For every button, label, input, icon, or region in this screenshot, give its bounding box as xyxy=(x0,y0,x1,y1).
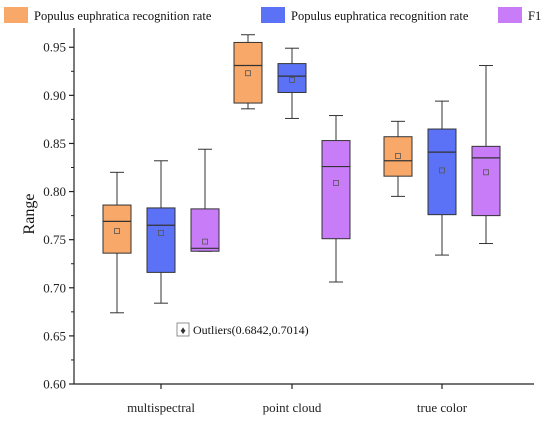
box-1-2 xyxy=(321,115,351,283)
x-tick-label: multispectral xyxy=(127,400,195,415)
box-0-2 xyxy=(190,148,220,252)
box-iqr xyxy=(427,128,457,216)
box-0-1 xyxy=(146,160,176,304)
box-1-1 xyxy=(277,47,307,119)
box-2-0 xyxy=(383,120,413,197)
box-iqr xyxy=(146,207,176,273)
legend-item: Populus euphratica recognition rate xyxy=(261,7,469,23)
legend-label: Populus euphratica recognition rate xyxy=(291,9,469,23)
box-2-2 xyxy=(471,65,501,245)
outlier-annotation: ♦ Outliers(0.6842,0.7014) xyxy=(176,322,309,337)
legend: Populus euphratica recognition rate Popul… xyxy=(4,7,541,23)
legend-item: Populus euphratica recognition rate xyxy=(4,7,212,23)
box-1-0 xyxy=(233,34,263,110)
y-ticks: 0.60 0.65 0.70 0.75 0.80 0.85 0.90 0.95 xyxy=(43,40,74,392)
mean-marker xyxy=(333,180,339,186)
box-iqr xyxy=(321,140,351,240)
legend-item: F1 xyxy=(498,7,541,23)
y-tick-label: 0.80 xyxy=(43,184,66,199)
mean-marker xyxy=(202,238,208,245)
legend-swatch xyxy=(498,7,522,23)
mean-marker xyxy=(158,230,164,236)
box-iqr xyxy=(383,136,413,177)
box-2-1 xyxy=(427,100,457,256)
box-iqr xyxy=(102,204,132,254)
y-axis-title: Range xyxy=(21,194,38,235)
x-tick-label: true color xyxy=(417,400,468,415)
mean-marker xyxy=(245,70,251,77)
y-tick-label: 0.70 xyxy=(43,280,66,295)
box-iqr xyxy=(277,63,307,93)
y-tick-label: 0.65 xyxy=(43,328,66,343)
box-iqr xyxy=(190,208,220,252)
y-tick-label: 0.75 xyxy=(43,232,66,247)
legend-label: Populus euphratica recognition rate xyxy=(34,9,212,23)
box-iqr xyxy=(233,41,263,104)
mean-marker xyxy=(289,77,295,83)
y-tick-label: 0.85 xyxy=(43,136,66,151)
outlier-marker-icon xyxy=(176,322,190,337)
legend-swatch xyxy=(4,7,28,23)
box-0-0 xyxy=(102,171,132,314)
legend-label: F1 xyxy=(528,9,541,23)
box-iqr xyxy=(471,145,501,217)
y-tick-label: 0.90 xyxy=(43,88,66,103)
y-tick-label: 0.95 xyxy=(43,40,66,55)
legend-swatch xyxy=(261,7,285,23)
axes: 0.60 0.65 0.70 0.75 0.80 0.85 0.90 0.95 multisp… xyxy=(21,28,534,415)
mean-marker xyxy=(483,169,489,176)
mean-marker xyxy=(114,228,120,234)
x-ticks: multispectral point cloud true color xyxy=(127,384,468,415)
outlier-marker-glyph: ♦ xyxy=(180,325,186,337)
y-tick-label: 0.60 xyxy=(43,377,66,392)
x-tick-label: point cloud xyxy=(263,400,322,415)
mean-marker xyxy=(439,167,445,174)
boxes xyxy=(102,34,501,314)
mean-marker xyxy=(395,153,401,159)
outlier-annotation-label: Outliers(0.6842,0.7014) xyxy=(193,323,309,337)
